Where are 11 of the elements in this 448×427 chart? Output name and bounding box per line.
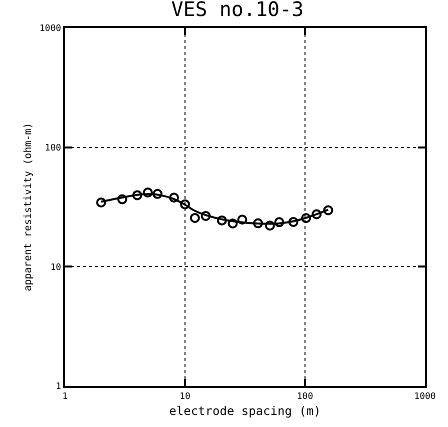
- y-axis-title: apparent resistivity (ohm-m): [23, 122, 34, 292]
- y-tick-label: 10: [50, 262, 62, 273]
- y-tick-label: 100: [44, 143, 62, 154]
- x-axis-title: electrode spacing (m): [169, 404, 321, 418]
- x-tick-label: 100: [296, 392, 314, 402]
- y-tick-label: 1: [56, 382, 62, 392]
- x-tick-label: 1: [62, 392, 68, 402]
- chart-title: VES no.10-3: [171, 0, 304, 22]
- x-tick-label: 10: [180, 392, 190, 402]
- x-tick-label: 1000: [414, 392, 436, 402]
- y-tick-label: 1000: [40, 24, 62, 34]
